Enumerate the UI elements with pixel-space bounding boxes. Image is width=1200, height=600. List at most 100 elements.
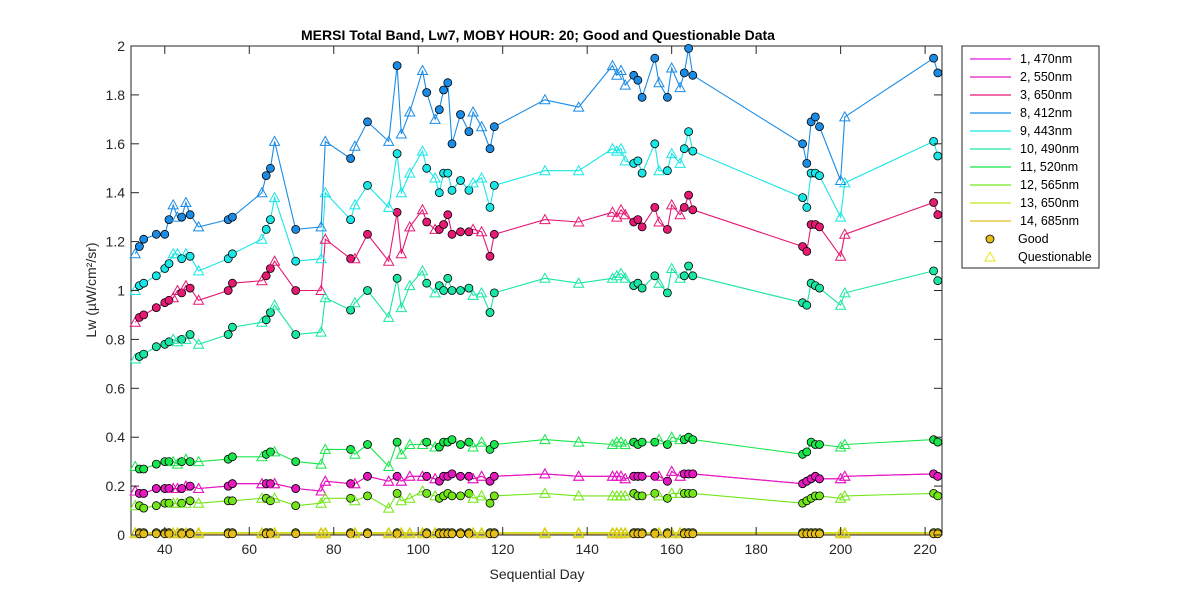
questionable-point bbox=[467, 492, 479, 503]
chart-title: MERSI Total Band, Lw7, MOBY HOUR: 20; Go… bbox=[301, 27, 775, 43]
questionable-point bbox=[403, 470, 416, 481]
questionable-point bbox=[467, 289, 479, 300]
questionable-point bbox=[610, 145, 623, 156]
legend-entry: 12, 565nm bbox=[1020, 178, 1079, 192]
good-point bbox=[223, 286, 233, 295]
questionable-point bbox=[382, 135, 395, 146]
questionable-point bbox=[416, 203, 429, 215]
good-point bbox=[392, 437, 402, 447]
questionable-point bbox=[192, 527, 205, 539]
questionable-point bbox=[382, 255, 395, 266]
good-point bbox=[489, 529, 499, 539]
good-point bbox=[151, 501, 161, 511]
questionable-point bbox=[256, 233, 268, 244]
x-tick-label: 160 bbox=[660, 541, 684, 557]
questionable-point bbox=[834, 472, 847, 484]
good-point bbox=[346, 154, 356, 163]
good-point bbox=[422, 278, 432, 288]
questionable-point bbox=[167, 455, 180, 467]
questionable-point bbox=[572, 277, 585, 288]
questionable-point bbox=[382, 460, 395, 471]
questionable-point bbox=[838, 176, 851, 188]
good-point bbox=[447, 139, 457, 149]
y-tick-label: 0.6 bbox=[106, 380, 126, 396]
questionable-point bbox=[382, 527, 395, 539]
x-axis: 40 60 80 100 120 140 160 180 200 220 bbox=[157, 46, 937, 557]
questionable-point bbox=[572, 436, 585, 447]
good-point bbox=[227, 249, 237, 259]
good-point bbox=[679, 202, 689, 212]
good-point bbox=[227, 479, 237, 489]
questionable-point bbox=[268, 135, 281, 146]
good-point bbox=[815, 283, 824, 293]
good-point bbox=[929, 53, 938, 63]
good-point bbox=[663, 92, 672, 102]
questionable-point bbox=[665, 465, 678, 476]
questionable-point bbox=[403, 438, 416, 449]
good-point bbox=[185, 481, 195, 491]
good-point bbox=[684, 261, 693, 271]
questionable-point bbox=[395, 247, 408, 259]
questionable-point bbox=[838, 489, 851, 501]
questionable-point bbox=[349, 198, 361, 210]
good-point bbox=[633, 215, 643, 225]
questionable-point bbox=[403, 105, 416, 117]
questionable-point bbox=[606, 142, 619, 154]
questionable-point bbox=[572, 101, 585, 112]
good-point bbox=[447, 229, 457, 239]
good-point bbox=[688, 529, 698, 539]
x-tick-label: 60 bbox=[241, 541, 257, 557]
good-point bbox=[802, 300, 812, 310]
questionable-point bbox=[653, 433, 665, 445]
good-point bbox=[485, 144, 495, 154]
questionable-point bbox=[268, 191, 281, 203]
good-point bbox=[291, 457, 301, 467]
good-point bbox=[637, 168, 647, 178]
questionable-point bbox=[674, 81, 686, 93]
questionable-point bbox=[475, 526, 488, 538]
good-point bbox=[139, 529, 149, 539]
questionable-point bbox=[610, 269, 623, 281]
x-tick-label: 140 bbox=[576, 541, 600, 557]
good-point bbox=[227, 322, 237, 332]
questionable-point bbox=[610, 211, 623, 222]
questionable-point bbox=[268, 527, 281, 539]
questionable-point bbox=[834, 299, 847, 310]
good-point bbox=[637, 222, 647, 232]
good-point bbox=[261, 271, 271, 281]
good-point bbox=[227, 529, 237, 539]
legend-entry: 10, 490nm bbox=[1020, 142, 1079, 156]
questionable-point bbox=[539, 467, 551, 479]
good-point bbox=[392, 488, 402, 498]
good-point bbox=[443, 78, 453, 88]
good-point bbox=[688, 205, 698, 215]
good-point bbox=[933, 529, 943, 539]
questionable-point bbox=[268, 299, 281, 310]
questionable-point bbox=[834, 440, 847, 452]
questionable-point bbox=[653, 489, 665, 501]
questionable-point bbox=[539, 526, 551, 538]
questionable-point bbox=[319, 527, 332, 539]
good-point bbox=[663, 493, 672, 503]
questionable-point bbox=[395, 494, 408, 506]
good-point bbox=[223, 330, 233, 339]
questionable-point bbox=[349, 448, 361, 459]
good-point bbox=[679, 144, 689, 154]
good-point bbox=[139, 278, 149, 288]
good-point bbox=[637, 283, 647, 293]
questionable-point bbox=[539, 433, 551, 445]
good-point bbox=[929, 198, 938, 207]
good-point bbox=[663, 166, 672, 176]
good-point bbox=[633, 75, 643, 85]
good-point bbox=[802, 158, 812, 168]
questionable-point bbox=[606, 272, 619, 283]
questionable-point bbox=[268, 255, 281, 266]
y-axis-label: Lw (µW/cm²/sr) bbox=[83, 242, 99, 337]
questionable-point bbox=[167, 198, 180, 210]
questionable-point bbox=[475, 120, 488, 132]
good-point bbox=[185, 251, 195, 261]
good-point bbox=[392, 61, 402, 70]
questionable-point bbox=[653, 527, 665, 539]
good-point bbox=[489, 122, 499, 132]
good-point bbox=[688, 435, 698, 445]
